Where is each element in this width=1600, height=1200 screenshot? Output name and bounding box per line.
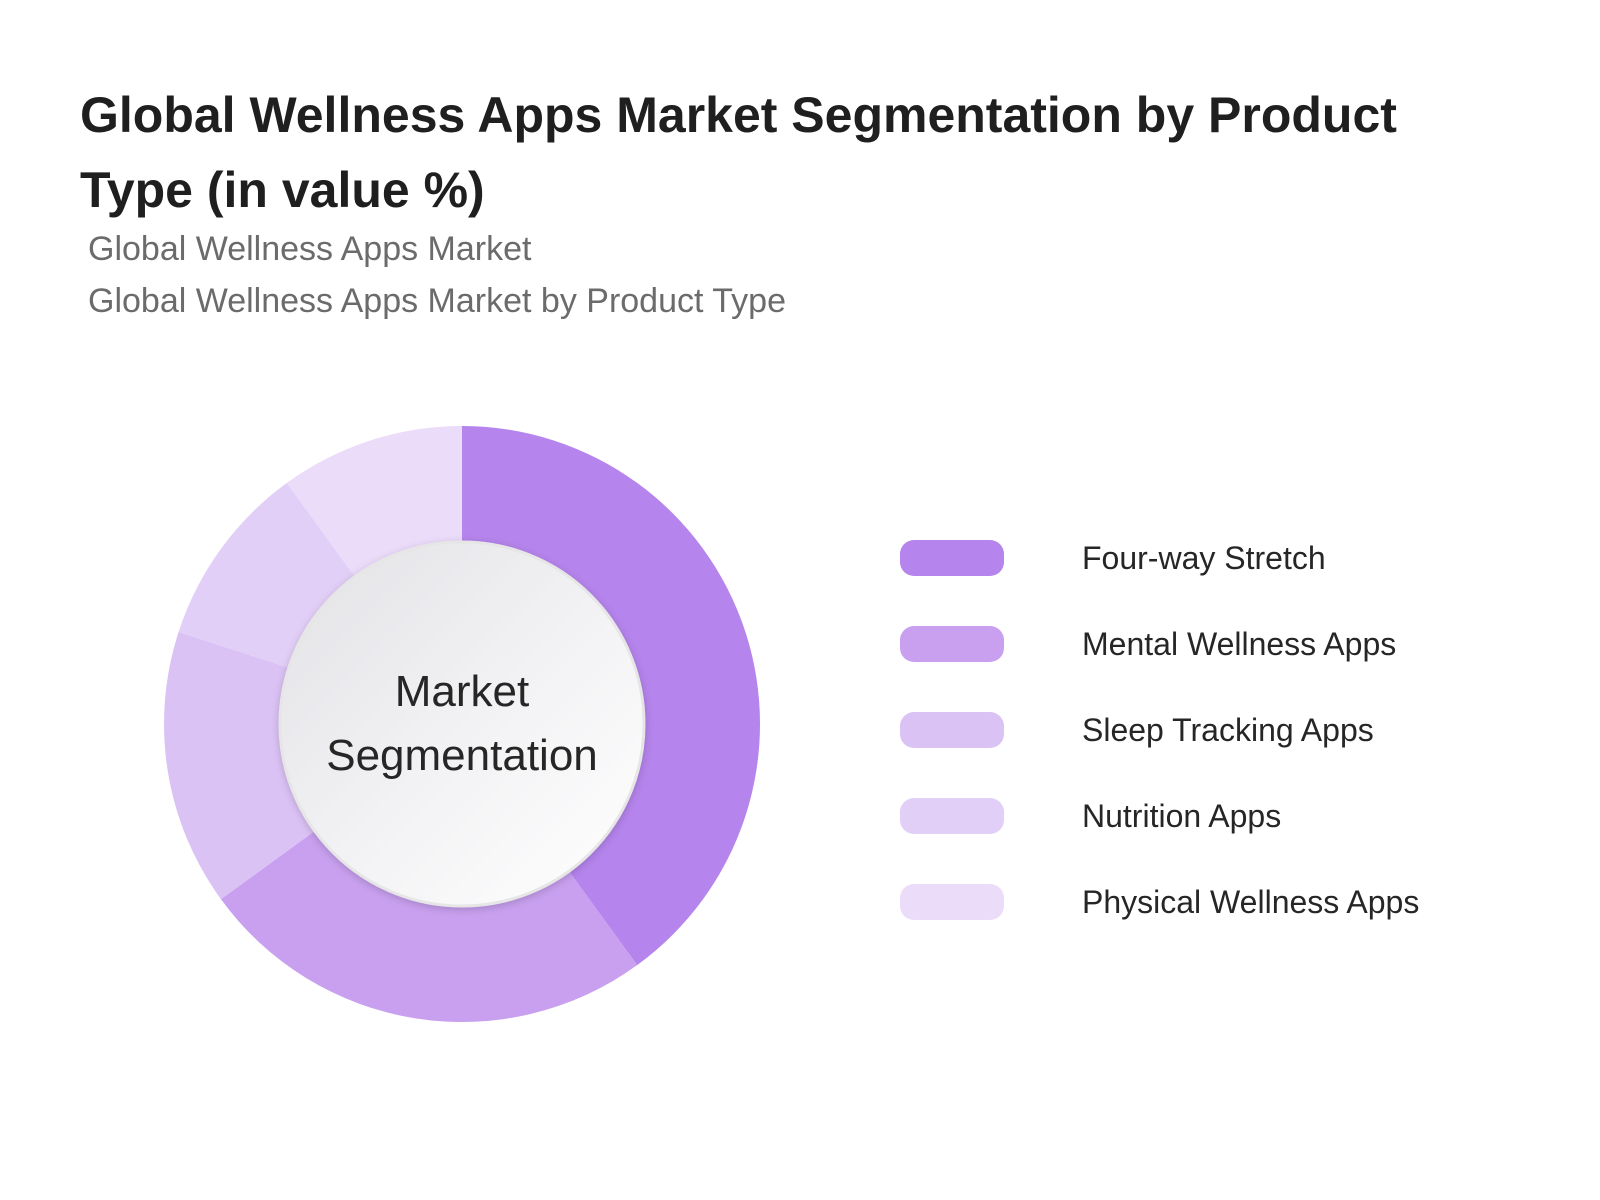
legend-label: Mental Wellness Apps bbox=[1082, 626, 1397, 662]
donut-center-disc bbox=[278, 540, 646, 908]
donut-center-label: Market Segmentation bbox=[278, 540, 646, 908]
chart-subtitle-primary: Global Wellness Apps Market bbox=[88, 230, 532, 268]
chart-subtitle-secondary: Global Wellness Apps Market by Product T… bbox=[88, 282, 786, 320]
legend-label: Sleep Tracking Apps bbox=[1082, 712, 1374, 748]
legend-swatch bbox=[900, 626, 1004, 662]
legend-item: Nutrition Apps bbox=[900, 792, 1540, 878]
legend-item: Mental Wellness Apps bbox=[900, 620, 1540, 706]
legend-label: Physical Wellness Apps bbox=[1082, 884, 1420, 920]
legend-label: Nutrition Apps bbox=[1082, 798, 1282, 834]
legend-item: Sleep Tracking Apps bbox=[900, 706, 1540, 792]
chart-title: Global Wellness Apps Market Segmentation… bbox=[80, 87, 1397, 218]
donut-slices bbox=[163, 426, 760, 1023]
donut-slice-sleep-tracking-apps bbox=[163, 631, 317, 900]
donut-slice-four-way-stretch bbox=[462, 426, 760, 966]
legend-item: Physical Wellness Apps bbox=[900, 878, 1540, 964]
legend-swatch bbox=[900, 712, 1004, 748]
legend-label: Four-way Stretch bbox=[1082, 540, 1326, 576]
legend-swatch bbox=[900, 540, 1004, 576]
chart-legend: Four-way Stretch Mental Wellness Apps Slee… bbox=[900, 534, 1540, 964]
legend-swatch bbox=[900, 884, 1004, 920]
donut-center-label-text: Market Segmentation bbox=[326, 667, 598, 780]
donut-slice-mental-wellness-apps bbox=[220, 829, 638, 1023]
legend-swatch bbox=[900, 798, 1004, 834]
legend-item: Four-way Stretch bbox=[900, 534, 1540, 620]
donut-slice-physical-wellness-apps bbox=[286, 426, 462, 579]
